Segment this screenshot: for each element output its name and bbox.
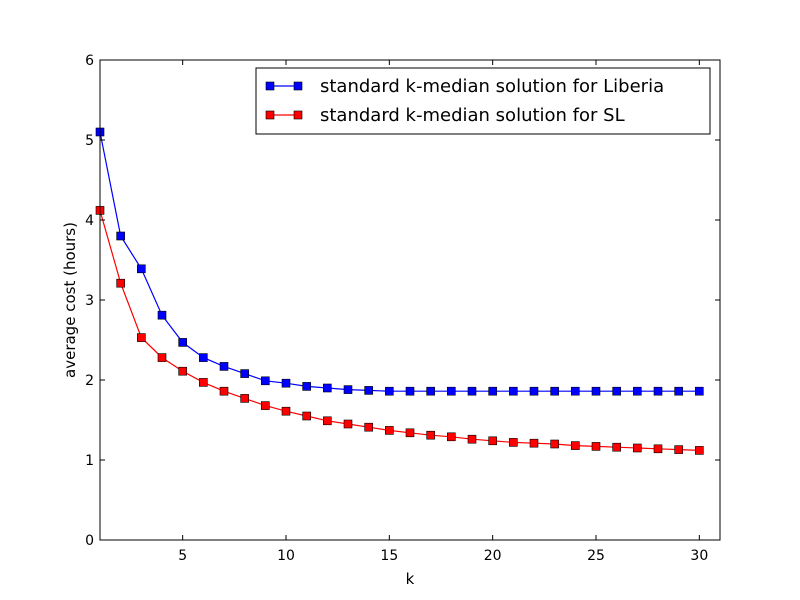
data-point — [116, 231, 125, 241]
data-point — [343, 419, 353, 429]
legend-label: standard k-median solution for SL — [320, 105, 625, 126]
data-point — [364, 422, 373, 432]
data-point — [426, 430, 435, 440]
data-point — [199, 378, 208, 387]
y-tick-label: 1 — [85, 453, 94, 469]
y-tick-label: 6 — [85, 53, 94, 69]
legend-entry: standard k-median solution for Liberia — [265, 76, 664, 97]
data-point — [509, 438, 518, 447]
data-point — [281, 406, 291, 416]
data-point — [509, 386, 518, 396]
x-tick-label: 5 — [178, 548, 187, 564]
data-point — [695, 386, 704, 396]
data-point — [385, 386, 394, 396]
data-point — [488, 386, 497, 396]
data-point — [674, 386, 683, 396]
data-point — [199, 353, 208, 362]
x-tick-label: 30 — [690, 548, 708, 564]
data-point — [302, 411, 311, 421]
data-point — [302, 382, 311, 391]
series-1 — [95, 206, 704, 455]
x-tick-label: 10 — [277, 548, 295, 564]
x-tick-label: 25 — [587, 548, 605, 564]
data-point — [612, 442, 621, 452]
data-point — [323, 416, 332, 426]
data-point — [219, 386, 229, 396]
y-tick-label: 5 — [85, 133, 94, 149]
data-point — [385, 426, 394, 435]
y-axis-label: average cost (hours) — [61, 222, 79, 378]
data-point — [695, 446, 704, 455]
data-point — [447, 432, 456, 442]
data-point — [323, 383, 332, 393]
tick-layer: 5 10 15 20 25 30 0 1 2 3 4 5 6 — [85, 53, 720, 564]
data-point — [591, 386, 601, 396]
data-point — [633, 443, 642, 453]
data-point — [529, 386, 539, 396]
data-point — [550, 386, 559, 396]
data-point — [550, 439, 559, 449]
legend: standard k-median solution for Liberia st… — [255, 67, 711, 135]
data-point — [178, 338, 187, 347]
data-point — [137, 333, 146, 342]
data-point — [157, 353, 167, 362]
x-axis-label: k — [406, 570, 415, 588]
data-point — [426, 386, 435, 396]
legend-marker — [293, 81, 303, 91]
legend-entry: standard k-median solution for SL — [265, 105, 625, 126]
data-point — [343, 385, 353, 394]
legend-box — [255, 67, 711, 135]
legend-marker — [265, 81, 275, 91]
data-point — [653, 444, 663, 454]
x-tick-label: 20 — [484, 548, 502, 564]
data-point — [571, 386, 580, 396]
data-point — [261, 401, 270, 410]
data-point — [488, 436, 497, 446]
data-point — [405, 386, 415, 396]
y-tick-label: 4 — [85, 213, 94, 229]
series-0 — [95, 127, 704, 396]
data-point — [219, 362, 229, 371]
data-point — [137, 264, 146, 274]
data-point — [240, 394, 249, 403]
data-point — [240, 369, 249, 378]
data-point — [529, 438, 539, 448]
data-point — [405, 428, 415, 438]
data-point — [653, 386, 663, 396]
legend-marker — [265, 110, 275, 120]
x-tick-label: 15 — [380, 548, 398, 564]
plot-area — [100, 60, 720, 540]
data-point — [571, 441, 580, 450]
data-point — [178, 366, 187, 376]
data-point — [612, 386, 621, 396]
series-layer — [95, 127, 704, 455]
y-tick-label: 0 — [85, 533, 94, 549]
data-point — [447, 386, 456, 396]
y-tick-label: 3 — [85, 293, 94, 309]
legend-marker — [293, 110, 303, 120]
data-point — [281, 378, 291, 388]
data-point — [633, 386, 642, 396]
data-point — [591, 442, 601, 451]
data-point — [364, 386, 373, 395]
y-tick-label: 2 — [85, 373, 94, 389]
data-point — [261, 376, 270, 386]
data-point — [116, 278, 125, 288]
legend-label: standard k-median solution for Liberia — [320, 76, 664, 97]
data-point — [674, 445, 683, 454]
data-point — [467, 386, 477, 396]
data-point — [157, 310, 167, 320]
data-point — [467, 434, 477, 444]
